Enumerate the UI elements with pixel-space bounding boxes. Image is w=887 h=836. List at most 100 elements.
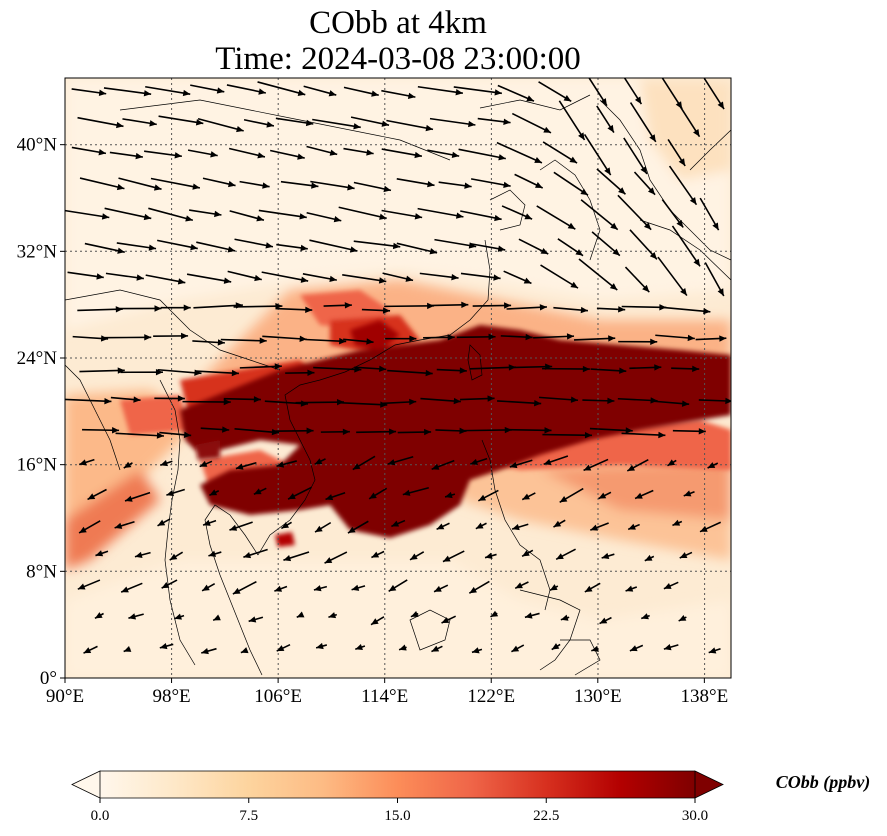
wind-vector-head	[313, 585, 322, 592]
wind-vector-head	[201, 648, 209, 655]
wind-vector-shaft	[511, 112, 552, 134]
wind-vector-shaft	[233, 305, 283, 308]
wind-vector-head	[136, 274, 144, 281]
wind-vector-head	[708, 647, 717, 654]
wind-vector-head	[366, 149, 374, 156]
wind-vector-shaft	[262, 335, 307, 341]
wind-vector-head	[488, 333, 496, 341]
wind-vector-head	[445, 491, 453, 499]
wind-vector-head	[209, 489, 218, 496]
wind-vector-head	[307, 369, 315, 376]
wind-vector-head	[429, 248, 438, 255]
wind-vector-shaft	[195, 370, 239, 375]
coastlines	[65, 94, 731, 676]
wind-vector-head	[305, 306, 313, 313]
wind-vector-head	[681, 400, 690, 407]
wind-vector-shaft	[583, 133, 612, 176]
wind-vector-head	[553, 520, 562, 528]
wind-vector-head	[712, 222, 719, 231]
wind-vector-head	[654, 364, 662, 371]
wind-vector-head	[540, 247, 549, 254]
wind-vector-head	[79, 526, 87, 533]
wind-vector-shaft	[462, 429, 512, 432]
wind-vector-shaft	[417, 207, 464, 218]
wind-vector-shaft	[668, 165, 698, 206]
wind-vector-head	[453, 397, 461, 405]
wind-vector-head	[300, 276, 309, 283]
wind-vector-head	[455, 212, 464, 219]
colorbar-tick-label: 0.0	[91, 808, 110, 824]
wind-vector-head	[609, 283, 618, 291]
wind-vector-head	[143, 213, 152, 221]
colorbar-gradient	[100, 771, 695, 798]
wind-vector-head	[409, 398, 417, 406]
wind-vector-head	[157, 519, 166, 526]
wind-vector-shaft	[157, 368, 202, 375]
wind-vector-shaft	[257, 81, 306, 96]
wind-vector-head	[98, 89, 107, 96]
wind-vector-head	[475, 522, 484, 529]
wind-vector-head	[117, 367, 125, 374]
wind-vector-head	[134, 551, 143, 559]
wind-vector-head	[216, 87, 225, 94]
wind-vector-head	[399, 644, 407, 651]
gridlines	[65, 78, 731, 678]
wind-vector-head	[539, 304, 547, 311]
wind-vector-shaft	[261, 271, 309, 282]
wind-vector-head	[214, 210, 222, 218]
wind-vector-head	[177, 278, 186, 285]
wind-vector-head	[659, 304, 667, 311]
wind-vector-head	[601, 552, 610, 560]
wind-vector-shaft	[507, 428, 552, 432]
map-frame	[64, 77, 732, 679]
wind-vector-head	[311, 182, 319, 189]
wind-vector-head	[123, 461, 132, 469]
wind-vector-head	[490, 610, 499, 617]
wind-vector-head	[543, 126, 551, 133]
wind-vector-shaft	[145, 85, 191, 95]
wind-vector-head	[693, 129, 700, 137]
wind-vector-head	[470, 458, 478, 465]
wind-vector-head	[169, 553, 178, 561]
wind-vector-shaft	[309, 239, 358, 252]
wind-vector-head	[383, 185, 391, 193]
wind-vector-shaft	[118, 177, 162, 190]
wind-vector-head	[604, 167, 611, 176]
wind-vector-head	[407, 92, 416, 99]
wind-vector-head	[640, 166, 647, 174]
wind-vector-head	[566, 333, 575, 340]
wind-vector-head	[469, 586, 477, 594]
wind-vector-head	[625, 585, 634, 592]
wind-vector-shaft	[384, 305, 435, 308]
wind-vector-head	[274, 585, 283, 592]
wind-vector-shaft	[621, 305, 667, 309]
wind-vector-head	[133, 396, 141, 403]
wind-vector-head	[253, 488, 262, 495]
wind-vector-head	[689, 197, 697, 205]
wind-vector-shaft	[310, 180, 355, 190]
wind-vector-shaft	[417, 85, 463, 95]
wind-vector-shaft	[434, 238, 477, 248]
wind-vector-head	[208, 550, 217, 557]
wind-vector-head	[578, 132, 585, 140]
wind-vector-head	[431, 463, 440, 470]
wind-vector-head	[79, 459, 87, 466]
wind-vector-head	[161, 582, 170, 589]
wind-vector-head	[148, 244, 157, 251]
wind-vector-shaft	[497, 400, 542, 405]
wind-vector-shaft	[536, 205, 576, 230]
wind-vector-head	[202, 584, 210, 591]
wind-vector-head	[635, 492, 643, 499]
wind-vector-head	[634, 96, 642, 105]
wind-vector-head	[296, 611, 305, 618]
wind-vector-head	[112, 427, 120, 434]
wind-vector-head	[259, 337, 267, 344]
wind-vector-head	[355, 643, 363, 651]
wind-vector-shaft	[234, 428, 280, 434]
wind-vector-shaft	[621, 432, 666, 437]
wind-vector-head	[159, 642, 168, 650]
wind-vector-shaft	[338, 206, 387, 220]
wind-vector-head	[607, 397, 615, 404]
colorbar-tick-label: 15.0	[384, 808, 410, 824]
wind-vector-head	[436, 523, 445, 530]
